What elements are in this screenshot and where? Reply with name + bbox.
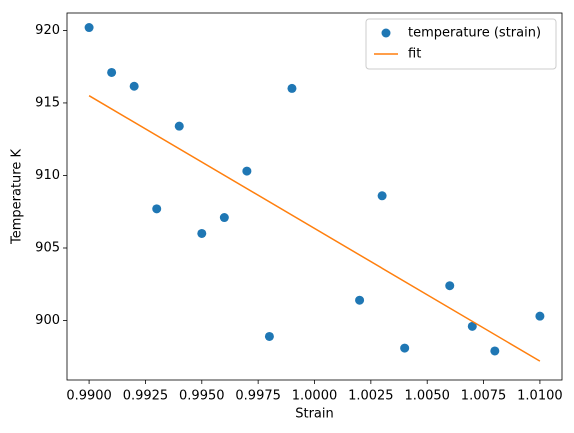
y-tick-label: 910 (35, 168, 60, 183)
x-tick-label: 0.9900 (66, 389, 112, 404)
y-tick-label: 915 (35, 95, 60, 110)
x-tick-label: 1.0075 (461, 389, 507, 404)
scatter-point (219, 213, 229, 223)
scatter-point (445, 281, 455, 291)
x-tick-label: 1.0050 (404, 389, 450, 404)
scatter-point (467, 321, 477, 331)
scatter-point (107, 67, 117, 77)
y-tick-label: 920 (35, 23, 60, 38)
x-tick-label: 0.9975 (235, 389, 281, 404)
scatter-point (129, 81, 139, 91)
x-tick-label: 0.9950 (179, 389, 225, 404)
scatter-point (264, 331, 274, 341)
y-axis-label: Temperature K (10, 149, 25, 245)
legend-box (365, 18, 557, 70)
scatter-point (377, 191, 387, 201)
y-tick-label: 905 (35, 240, 60, 255)
scatter-point (287, 83, 297, 93)
scatter-point (400, 343, 410, 353)
x-axis-label: Strain (295, 407, 334, 422)
x-tick-label: 1.0000 (292, 389, 338, 404)
fit-line (88, 95, 541, 362)
scatter-point (242, 166, 252, 176)
scatter-point (84, 23, 94, 33)
scatter-point (152, 204, 162, 214)
x-tick-label: 1.0100 (517, 389, 563, 404)
scatter-point (174, 121, 184, 131)
scatter-point (535, 311, 545, 321)
scatter-point (490, 346, 500, 356)
scatter-point (355, 295, 365, 305)
x-tick-label: 1.0025 (348, 389, 394, 404)
scatter-point (197, 228, 207, 238)
x-tick-label: 0.9925 (123, 389, 169, 404)
legend-label: temperature (strain) (408, 26, 541, 41)
legend-label: fit (408, 47, 421, 62)
y-tick-label: 900 (35, 313, 60, 328)
legend-marker (381, 28, 391, 38)
